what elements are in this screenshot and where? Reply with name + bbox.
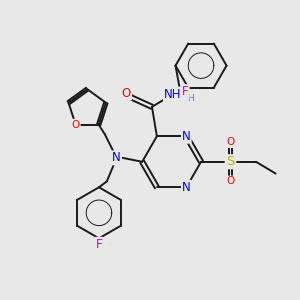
Text: NH: NH xyxy=(164,88,181,100)
Text: O: O xyxy=(226,137,235,147)
Text: O: O xyxy=(226,176,235,186)
Text: H: H xyxy=(187,94,194,103)
Text: O: O xyxy=(71,120,80,130)
Text: N: N xyxy=(182,130,191,143)
Text: N: N xyxy=(182,181,191,194)
Text: S: S xyxy=(226,155,235,168)
Text: F: F xyxy=(182,85,189,98)
Text: N: N xyxy=(112,152,121,164)
Text: F: F xyxy=(96,238,102,251)
Text: O: O xyxy=(122,87,131,100)
